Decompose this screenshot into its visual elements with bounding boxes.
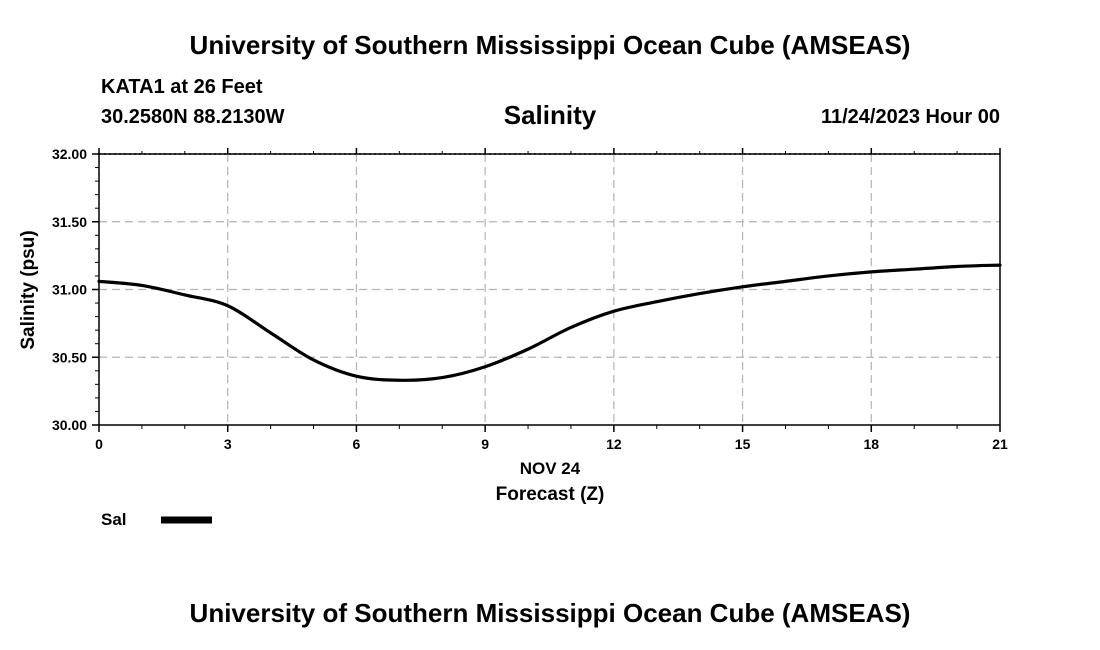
x-axis-label: Forecast (Z) — [496, 484, 605, 505]
y-tick-label: 31.50 — [52, 214, 87, 230]
footer-title: University of Southern Mississippi Ocean… — [189, 598, 911, 628]
x-tick-label: 0 — [95, 436, 103, 452]
tick-layer: 30.00 30.50 31.00 31.50 32.00 0 3 6 9 12 15 18 21 — [52, 146, 1008, 452]
x-tick-label: 3 — [224, 436, 232, 452]
grid-layer — [99, 154, 1000, 425]
station-coordinates: 30.2580N 88.2130W — [101, 106, 285, 128]
station-label: KATA1 at 26 Feet — [101, 76, 263, 98]
y-tick-label: 32.00 — [52, 146, 87, 162]
y-tick-label: 30.00 — [52, 417, 87, 433]
y-tick-label: 31.00 — [52, 282, 87, 298]
series-line-sal — [97, 263, 1002, 382]
x-tick-label: 18 — [863, 436, 879, 452]
legend-label: Sal — [101, 510, 127, 529]
x-tick-label: 12 — [606, 436, 622, 452]
y-tick-label: 30.50 — [52, 349, 87, 365]
forecast-datetime: 11/24/2023 Hour 00 — [820, 106, 1000, 128]
x-tick-label: 21 — [992, 436, 1008, 452]
y-axis-label: Salinity (psu) — [18, 230, 39, 349]
x-tick-label: 9 — [481, 436, 489, 452]
x-tick-label: 15 — [735, 436, 751, 452]
series-layer — [97, 263, 1002, 382]
chart-title: University of Southern Mississippi Ocean… — [189, 30, 911, 60]
x-axis-date-label: NOV 24 — [520, 459, 581, 478]
x-tick-label: 6 — [353, 436, 361, 452]
parameter-title: Salinity — [503, 100, 597, 130]
